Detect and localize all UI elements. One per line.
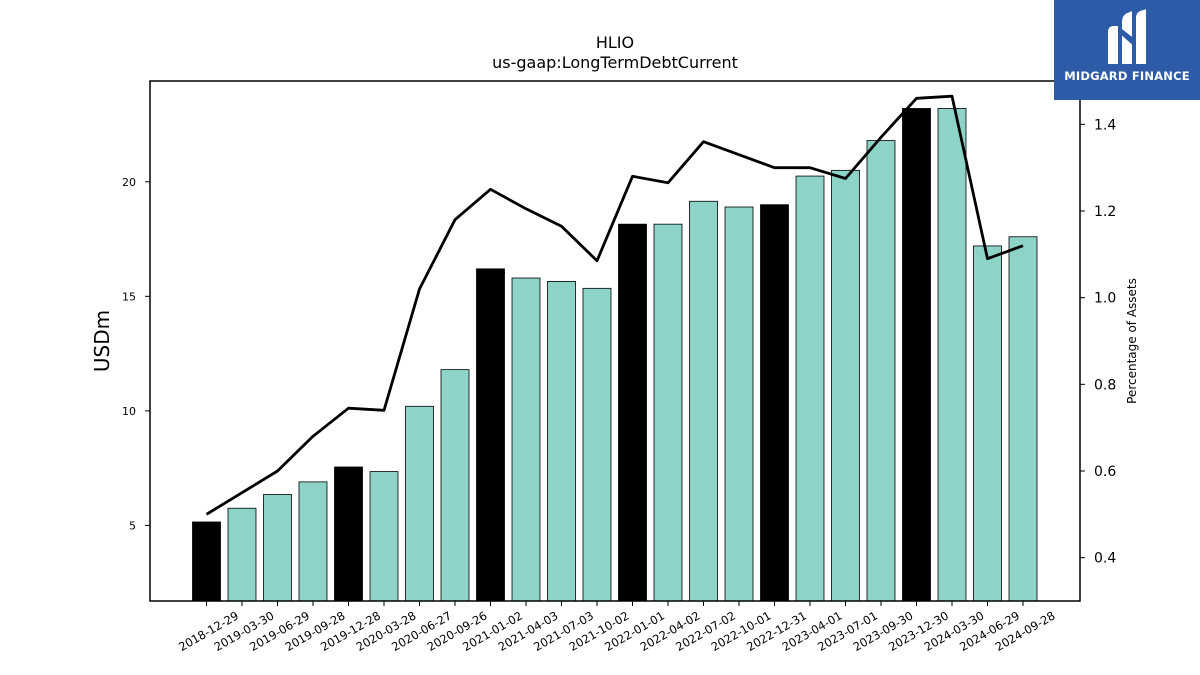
y-axis-label: USDm bbox=[90, 310, 114, 372]
x-axis: 2018-12-292019-03-302019-06-292019-09-28… bbox=[176, 601, 1058, 654]
chart-title: HLIO bbox=[596, 33, 634, 52]
y-tick-label: 5 bbox=[129, 519, 136, 532]
bar-2022-10-01 bbox=[724, 206, 754, 602]
bar-2019-03-30 bbox=[227, 507, 257, 602]
bar-2023-04-01 bbox=[795, 175, 825, 602]
y2-tick-label: 0.8 bbox=[1094, 377, 1116, 393]
bar-2018-12-29 bbox=[192, 521, 221, 602]
plot-frame bbox=[149, 80, 1081, 602]
bar-2021-07-03 bbox=[547, 281, 576, 602]
y-tick-label: 10 bbox=[122, 405, 136, 418]
bar-2019-12-28 bbox=[334, 466, 363, 602]
bar-2022-12-31 bbox=[760, 204, 789, 602]
bar-2021-10-02 bbox=[582, 287, 612, 602]
y2-tick-label: 0.4 bbox=[1094, 551, 1116, 567]
bar-2023-07-01 bbox=[831, 169, 860, 602]
bar-2023-12-30 bbox=[902, 108, 931, 602]
bar-2019-09-28 bbox=[298, 481, 328, 602]
brand-name: MIDGARD FINANCE bbox=[1064, 69, 1190, 83]
y2-axis-label: Percentage of Assets bbox=[1125, 278, 1139, 404]
y-axis-left: 5 10 15 20 bbox=[122, 176, 150, 532]
y2-tick-label: 1.0 bbox=[1094, 291, 1116, 307]
y2-tick-label: 1.2 bbox=[1094, 204, 1116, 220]
bar-2021-01-02 bbox=[476, 268, 505, 602]
bars bbox=[192, 108, 1038, 602]
bar-2024-06-29 bbox=[973, 245, 1002, 602]
y-tick-label: 15 bbox=[122, 290, 136, 303]
bar-2020-09-26 bbox=[440, 369, 470, 602]
bar-2019-06-29 bbox=[263, 494, 292, 602]
y2-tick-label: 1.4 bbox=[1094, 117, 1116, 133]
bar-2020-06-27 bbox=[405, 405, 434, 602]
brand-logo: MIDGARD FINANCE bbox=[1054, 0, 1200, 100]
bar-2020-03-28 bbox=[369, 471, 399, 602]
bar-2022-07-02 bbox=[689, 200, 718, 602]
percentage-line bbox=[205, 94, 1024, 516]
midgard-finance-logo-icon bbox=[1108, 9, 1146, 64]
y-tick-label: 20 bbox=[122, 176, 136, 189]
bar-2024-09-28 bbox=[1008, 236, 1038, 602]
chart-subtitle: us-gaap:LongTermDebtCurrent bbox=[492, 53, 738, 72]
y2-tick-label: 0.6 bbox=[1094, 464, 1116, 480]
y-axis-right: 0.4 0.6 0.8 1.0 1.2 1.4 bbox=[1080, 117, 1116, 567]
bar-2022-04-02 bbox=[653, 223, 683, 602]
bar-2022-01-01 bbox=[618, 223, 647, 602]
bar-2023-09-30 bbox=[866, 140, 896, 602]
bar-2021-04-03 bbox=[511, 277, 541, 602]
line-series-percentage-of-assets bbox=[205, 94, 1024, 516]
bar-2024-03-30 bbox=[937, 108, 967, 602]
